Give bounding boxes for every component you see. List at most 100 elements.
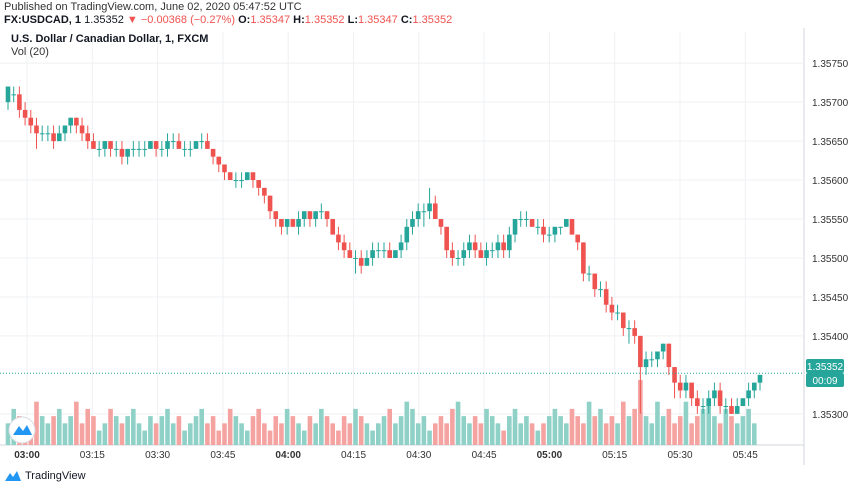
overlay: U.S. Dollar / Canadian Dollar, 1, FXCM V… xyxy=(0,33,804,374)
volume-bars xyxy=(5,380,757,445)
volume-bar xyxy=(79,423,85,445)
volume-bar xyxy=(432,423,438,445)
volume-bar xyxy=(512,408,518,445)
candle-body xyxy=(581,242,586,274)
volume-bar xyxy=(148,416,153,445)
candle-body xyxy=(404,226,410,243)
price-axis[interactable]: 1.35750 1.35700 1.35650 1.35600 1.35550 1.355… xyxy=(812,59,849,421)
volume-bar xyxy=(518,423,524,445)
volume-bar xyxy=(34,401,39,445)
candle-body xyxy=(598,289,603,291)
candle-body xyxy=(381,250,387,252)
volume-bar xyxy=(461,416,467,445)
candle-body xyxy=(244,172,250,181)
volume-bar xyxy=(205,423,210,445)
candle-body xyxy=(79,125,85,134)
candle-body xyxy=(62,125,68,134)
x-tick-label: 04:45 xyxy=(472,450,497,461)
volume-bar xyxy=(404,401,410,445)
x-tick-label: 04:30 xyxy=(406,450,431,461)
volume-bar xyxy=(370,430,375,445)
time-axis[interactable]: 03:00 03:15 03:30 03:45 04:00 04:15 04:30 04:45… xyxy=(14,450,758,461)
candle-body xyxy=(638,335,643,368)
volume-bar xyxy=(655,401,660,445)
candle-body xyxy=(592,273,598,290)
volume-bar xyxy=(575,416,580,445)
candle-body xyxy=(296,219,301,227)
close-value: 1.35352 xyxy=(412,14,453,26)
volume-bar xyxy=(74,401,79,445)
candle-body xyxy=(495,242,501,251)
volume-bar xyxy=(85,408,91,445)
open-value: 1.35347 xyxy=(250,14,291,26)
candle-body xyxy=(273,211,279,220)
volume-bar xyxy=(279,423,284,445)
volume-bar xyxy=(620,401,626,445)
candle-body xyxy=(712,390,717,399)
candle-body xyxy=(319,211,324,213)
candle-body xyxy=(450,250,455,258)
candle-body xyxy=(660,343,666,352)
volume-bar xyxy=(564,423,569,445)
candle-body xyxy=(478,250,484,258)
volume-bar xyxy=(125,416,130,445)
candle-body xyxy=(119,148,125,157)
candle-body xyxy=(683,382,689,391)
candle-body xyxy=(239,180,244,182)
candle-body xyxy=(216,156,222,165)
candle-body xyxy=(188,148,193,150)
candle-body xyxy=(484,250,489,258)
volume-bar xyxy=(632,408,637,445)
candle-body xyxy=(387,250,392,258)
volume-bar xyxy=(91,416,96,445)
candle-body xyxy=(142,148,148,150)
candle-body xyxy=(227,172,233,181)
candle-body xyxy=(461,250,467,258)
candle-body xyxy=(108,141,113,149)
volume-bar xyxy=(683,401,689,445)
ticker-line: FX:USDCAD, 1 1.35352 ▼ −0.00368 (−0.27%)… xyxy=(4,14,452,26)
volume-bar xyxy=(176,416,182,445)
volume-bar xyxy=(444,423,449,445)
candle-body xyxy=(353,257,358,259)
volume-bar xyxy=(45,423,51,445)
candle-body xyxy=(666,343,672,368)
candle-body xyxy=(717,390,723,407)
volume-bar xyxy=(569,408,575,445)
volume-bar xyxy=(119,423,125,445)
header: Published on TradingView.com, June 02, 2… xyxy=(0,0,852,32)
candle-body xyxy=(250,172,256,181)
candle-body xyxy=(541,226,546,235)
candle-body xyxy=(256,180,261,188)
candle-body xyxy=(546,234,552,236)
volume-bar xyxy=(336,430,341,445)
candle-body xyxy=(56,133,62,142)
candle-body xyxy=(398,242,404,251)
low-label: L: xyxy=(347,14,358,26)
candle-body xyxy=(68,117,73,126)
candle-body xyxy=(558,226,563,228)
brand[interactable]: TradingView xyxy=(4,468,86,484)
x-tick-label: 05:30 xyxy=(667,450,692,461)
candle-body xyxy=(11,94,16,96)
volume-bar xyxy=(467,423,472,445)
volume-bar xyxy=(256,408,261,445)
candle-body xyxy=(233,180,239,182)
volume-bar xyxy=(746,408,751,445)
volume-bar xyxy=(290,416,296,445)
candle-body xyxy=(301,211,307,220)
candle-body xyxy=(222,164,227,173)
candle-body xyxy=(205,141,210,149)
volume-bar xyxy=(51,416,56,445)
candle-body xyxy=(432,203,438,220)
tradingview-logo-icon xyxy=(5,471,21,481)
volume-bar xyxy=(501,430,506,445)
candle-body xyxy=(421,211,427,213)
volume-bar xyxy=(689,423,694,445)
volume-bar xyxy=(250,416,256,445)
volume-bar xyxy=(5,423,11,445)
candle-body xyxy=(757,374,763,383)
volume-bar xyxy=(455,401,461,445)
